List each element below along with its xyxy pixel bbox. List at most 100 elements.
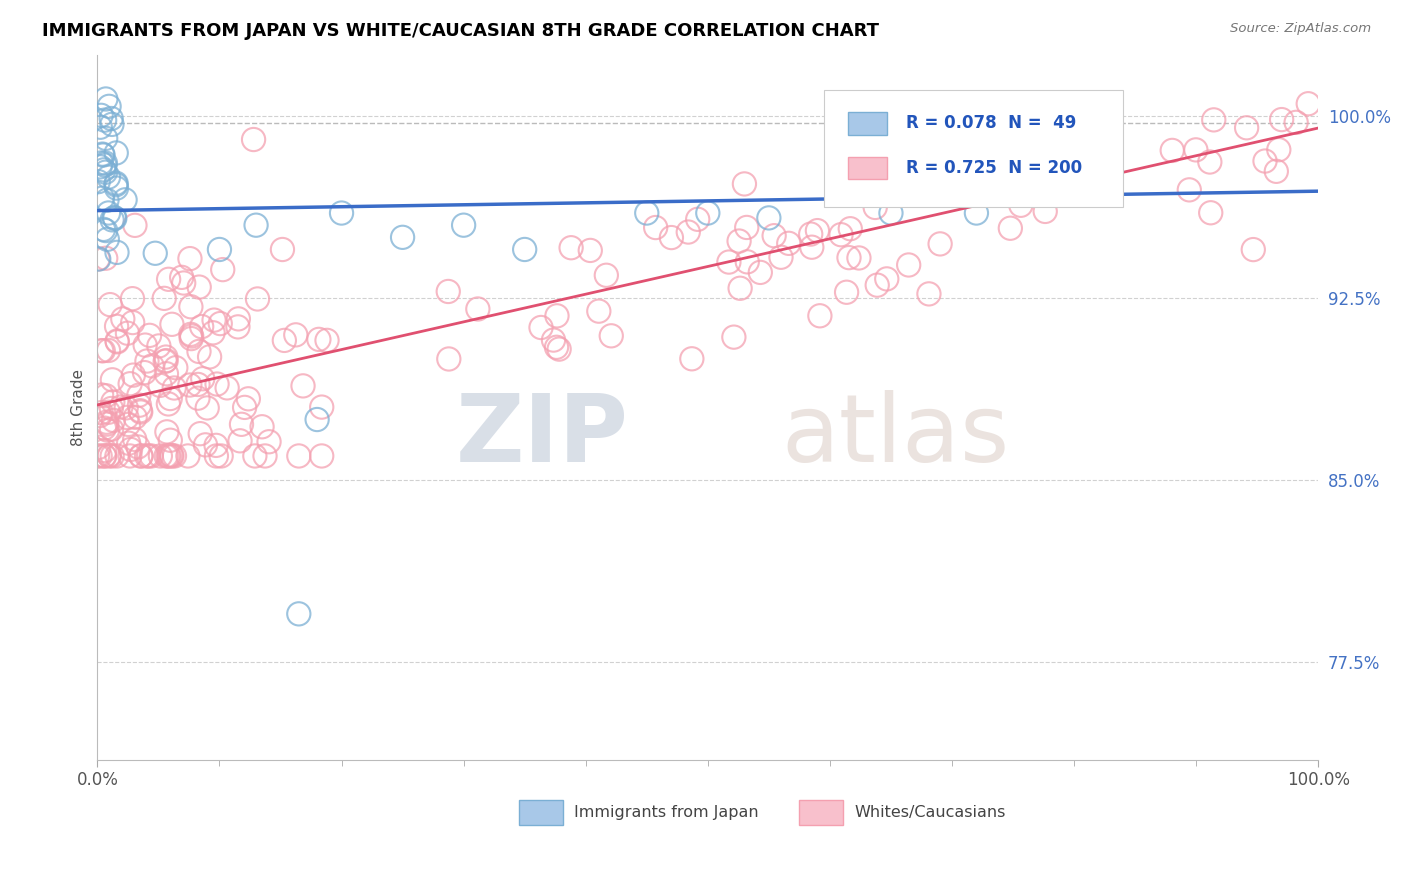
Point <box>194 438 217 452</box>
Point <box>90 406 112 420</box>
Point <box>546 340 568 354</box>
Point <box>96 415 118 429</box>
Point <box>177 449 200 463</box>
Point <box>97 343 120 358</box>
Point <box>96 232 118 246</box>
Point <box>101 449 124 463</box>
Point <box>311 400 333 414</box>
Point <box>678 225 700 239</box>
Point <box>243 449 266 463</box>
Point <box>105 176 128 190</box>
Point <box>863 201 886 215</box>
Point <box>250 419 273 434</box>
Point <box>124 219 146 233</box>
Point <box>271 243 294 257</box>
Point <box>100 422 122 436</box>
Point <box>733 177 755 191</box>
Point <box>93 113 115 128</box>
Point <box>141 449 163 463</box>
Bar <box>848 157 887 179</box>
Point <box>1033 204 1056 219</box>
Point <box>208 243 231 257</box>
Point <box>128 388 150 402</box>
Point <box>453 218 475 232</box>
Point <box>636 206 658 220</box>
Point <box>880 206 903 220</box>
Point <box>129 449 152 463</box>
Point <box>238 392 260 406</box>
Point <box>118 449 141 463</box>
Point <box>160 449 183 463</box>
Bar <box>848 112 887 135</box>
Point <box>778 236 800 251</box>
Point <box>91 343 114 358</box>
Point <box>198 350 221 364</box>
Point <box>149 378 172 392</box>
Point <box>806 224 828 238</box>
Point <box>202 313 225 327</box>
Point <box>111 312 134 326</box>
Point <box>128 398 150 412</box>
Point <box>135 449 157 463</box>
Y-axis label: 8th Grade: 8th Grade <box>72 369 86 446</box>
Point <box>800 227 823 241</box>
Point <box>749 265 772 279</box>
Point <box>87 440 110 454</box>
Point <box>180 332 202 346</box>
Point <box>105 334 128 349</box>
Point <box>97 170 120 185</box>
Point <box>98 298 121 312</box>
Point <box>90 156 112 170</box>
Text: atlas: atlas <box>782 390 1010 482</box>
Point <box>100 401 122 416</box>
Point <box>105 245 128 260</box>
Point <box>661 230 683 244</box>
Point <box>117 417 139 432</box>
Point <box>897 258 920 272</box>
Point <box>1000 221 1022 235</box>
Point <box>723 330 745 344</box>
Point <box>808 309 831 323</box>
Point <box>101 395 124 409</box>
Point <box>513 243 536 257</box>
Point <box>600 328 623 343</box>
Point <box>90 343 112 358</box>
Point <box>87 175 110 189</box>
Point <box>105 181 128 195</box>
Point <box>134 338 156 352</box>
Point <box>190 319 212 334</box>
Point <box>159 434 181 448</box>
Point <box>114 193 136 207</box>
Point <box>98 449 121 463</box>
Point <box>546 309 568 323</box>
Point <box>94 156 117 170</box>
Point <box>191 372 214 386</box>
Point <box>187 377 209 392</box>
Point <box>136 354 159 368</box>
Point <box>835 285 858 300</box>
Point <box>717 255 740 269</box>
Point <box>115 401 138 415</box>
Point <box>288 607 311 621</box>
Point <box>159 392 181 406</box>
Point <box>124 410 146 425</box>
Text: R = 0.078  N =  49: R = 0.078 N = 49 <box>905 114 1076 133</box>
Point <box>307 412 329 426</box>
Point <box>308 332 330 346</box>
Point <box>117 436 139 450</box>
Point <box>153 291 176 305</box>
Point <box>94 389 117 403</box>
Point <box>179 378 201 392</box>
Point <box>1185 143 1208 157</box>
Point <box>115 410 138 425</box>
Point <box>89 120 111 135</box>
Point <box>105 319 128 334</box>
Point <box>155 353 177 368</box>
Point <box>96 193 118 207</box>
Point <box>117 326 139 341</box>
Point <box>588 304 610 318</box>
Point <box>94 92 117 106</box>
Point <box>127 440 149 454</box>
Point <box>96 417 118 431</box>
Point <box>195 401 218 415</box>
